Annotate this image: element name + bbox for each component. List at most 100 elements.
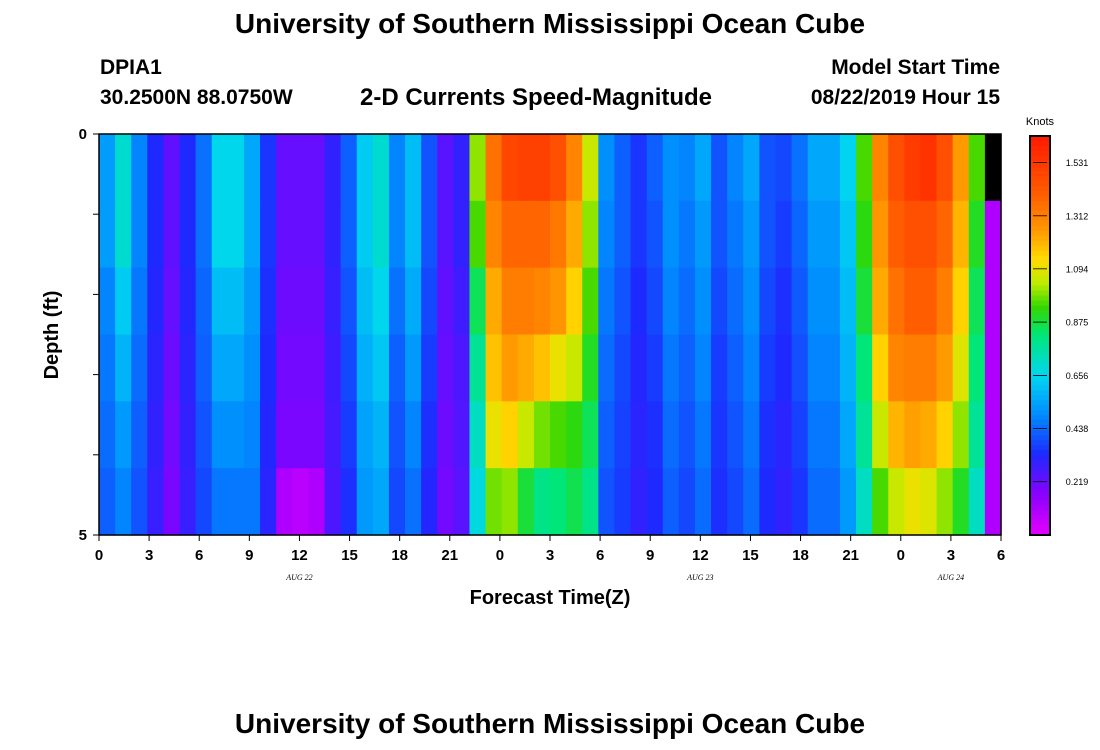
heatmap-cell [405, 401, 422, 469]
colorbar-segment [1030, 270, 1050, 277]
heatmap-cell [807, 468, 825, 536]
x-tick-label: 15 [742, 547, 759, 564]
heatmap-cell [292, 267, 309, 336]
heatmap-cell [131, 401, 148, 469]
heatmap-cell [308, 401, 326, 469]
colorbar-segment [1030, 455, 1050, 461]
heatmap-cell [582, 267, 599, 336]
heatmap-cell [807, 267, 825, 336]
heatmap-cell [388, 267, 406, 336]
colorbar-segment [1030, 370, 1050, 376]
heatmap-cell [437, 200, 454, 269]
heatmap-cell [453, 267, 471, 336]
heatmap-cell [340, 200, 358, 269]
main-title: University of Southern Mississippi Ocean… [234, 8, 866, 39]
heatmap-cell [839, 267, 857, 336]
heatmap-cell [984, 200, 1002, 269]
heatmap-cell [243, 334, 261, 402]
colorbar-segment [1030, 350, 1050, 357]
heatmap-cell [437, 468, 454, 536]
heatmap-cell [147, 134, 165, 202]
heatmap-cell [775, 200, 793, 269]
heatmap-cell [678, 200, 696, 269]
heatmap-cell [115, 334, 132, 402]
heatmap-cell [501, 267, 519, 336]
heatmap-cell [839, 200, 857, 269]
heatmap-cell [727, 200, 744, 269]
heatmap-cell [276, 334, 293, 402]
colorbar-segment [1030, 150, 1050, 157]
colorbar-frame [1029, 135, 1051, 536]
heatmap-cell [517, 267, 535, 336]
colorbar-tick-label: 0.438 [1066, 424, 1089, 434]
heatmap-cell [952, 334, 970, 402]
heatmap-cell [115, 267, 132, 336]
heatmap-cell [678, 334, 696, 402]
heatmap-cell [904, 401, 922, 469]
heatmap-cell [99, 334, 116, 402]
heatmap-cell [630, 334, 648, 402]
heatmap-cell [646, 134, 664, 202]
colorbar-segment [1030, 215, 1050, 222]
heatmap-cell [195, 267, 213, 336]
colorbar-segment [1030, 325, 1050, 332]
heatmap-cell [163, 334, 181, 402]
heatmap-cell [920, 401, 938, 469]
heatmap-cell [260, 200, 277, 269]
heatmap-cell [791, 401, 809, 469]
heatmap-cell [646, 468, 664, 536]
colorbar-segment [1030, 175, 1050, 182]
heatmap-cell [388, 468, 406, 536]
heatmap-cell [759, 468, 777, 536]
x-tick-label: 6 [997, 547, 1005, 564]
heatmap-cell [211, 334, 229, 402]
heatmap-cell [388, 134, 406, 202]
heatmap-cell [582, 334, 599, 402]
colorbar-segment [1030, 470, 1050, 476]
colorbar-segment [1030, 480, 1050, 486]
heatmap-cell [936, 334, 954, 402]
heatmap-cell [872, 134, 889, 202]
colorbar-segment [1030, 530, 1050, 536]
heatmap-cell [147, 267, 165, 336]
heatmap-cell [582, 401, 599, 469]
colorbar-segment [1030, 260, 1050, 267]
heatmap-cell [501, 200, 519, 269]
heatmap-cell [888, 267, 905, 336]
heatmap-cell [227, 267, 245, 336]
heatmap-cell [308, 334, 326, 402]
heatmap-cell [727, 334, 744, 402]
heatmap-cell [243, 134, 261, 202]
heatmap-cell [694, 267, 712, 336]
heatmap-cell [630, 401, 648, 469]
heatmap-cell [356, 468, 374, 536]
heatmap-cell [533, 468, 551, 536]
heatmap-cell [533, 134, 551, 202]
heatmap-cell [920, 468, 938, 536]
heatmap-cell [115, 401, 132, 469]
heatmap-cell [872, 200, 889, 269]
heatmap-cell [163, 267, 181, 336]
heatmap-cell [179, 334, 197, 402]
heatmap-cell [211, 401, 229, 469]
colorbar-segment [1030, 440, 1050, 446]
x-tick-label: 0 [897, 547, 905, 564]
heatmap-cell [678, 267, 696, 336]
x-tick-label: 9 [245, 547, 253, 564]
model-start-value: 08/22/2019 Hour 15 [810, 86, 1000, 109]
heatmap-cell [99, 267, 116, 336]
heatmap-cell [292, 200, 309, 269]
heatmap-cell [517, 134, 535, 202]
heatmap-cell [195, 401, 213, 469]
heatmap-cell [308, 134, 326, 202]
heatmap-cell [517, 334, 535, 402]
heatmap-cell [195, 134, 213, 202]
heatmap-cell [340, 134, 358, 202]
heatmap-cell [566, 334, 583, 402]
heatmap-cell [276, 200, 293, 269]
heatmap-cell [598, 468, 616, 536]
heatmap-cell [984, 468, 1002, 536]
heatmap-cell [856, 200, 873, 269]
heatmap-cell [904, 200, 922, 269]
